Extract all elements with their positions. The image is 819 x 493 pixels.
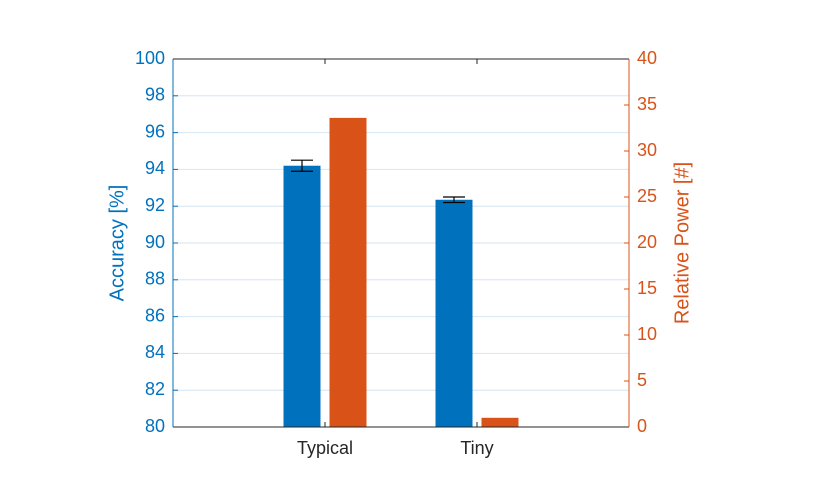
- y2-tick-label: 25: [637, 186, 657, 206]
- y-tick-label: 86: [145, 305, 165, 325]
- y2-tick-label: 35: [637, 94, 657, 114]
- y2-tick-label: 15: [637, 278, 657, 298]
- y2-axis-label: Relative Power [#]: [671, 162, 693, 324]
- y2-tick-label: 20: [637, 232, 657, 252]
- y-tick-label: 88: [145, 269, 165, 289]
- error-bar: [291, 159, 313, 172]
- x-tick-label: Typical: [297, 438, 353, 458]
- y2-tick-label: 5: [637, 370, 647, 390]
- bar: [435, 199, 473, 427]
- y2-tick-label: 30: [637, 140, 657, 160]
- x-tick-label: Tiny: [460, 438, 493, 458]
- y2-tick-label: 40: [637, 48, 657, 68]
- bar: [481, 417, 519, 427]
- bar: [283, 165, 321, 427]
- y-tick-label: 80: [145, 416, 165, 436]
- error-bar: [443, 196, 465, 204]
- y-tick-label: 84: [145, 342, 165, 362]
- y-tick-label: 100: [135, 48, 165, 68]
- y-tick-label: 96: [145, 121, 165, 141]
- y-tick-label: 82: [145, 379, 165, 399]
- y-axis-label: Accuracy [%]: [106, 185, 128, 302]
- y-tick-label: 98: [145, 85, 165, 105]
- y2-tick-label: 10: [637, 324, 657, 344]
- y-tick-label: 92: [145, 195, 165, 215]
- y2-tick-label: 0: [637, 416, 647, 436]
- y-tick-label: 94: [145, 158, 165, 178]
- bar: [329, 117, 367, 427]
- y-tick-label: 90: [145, 232, 165, 252]
